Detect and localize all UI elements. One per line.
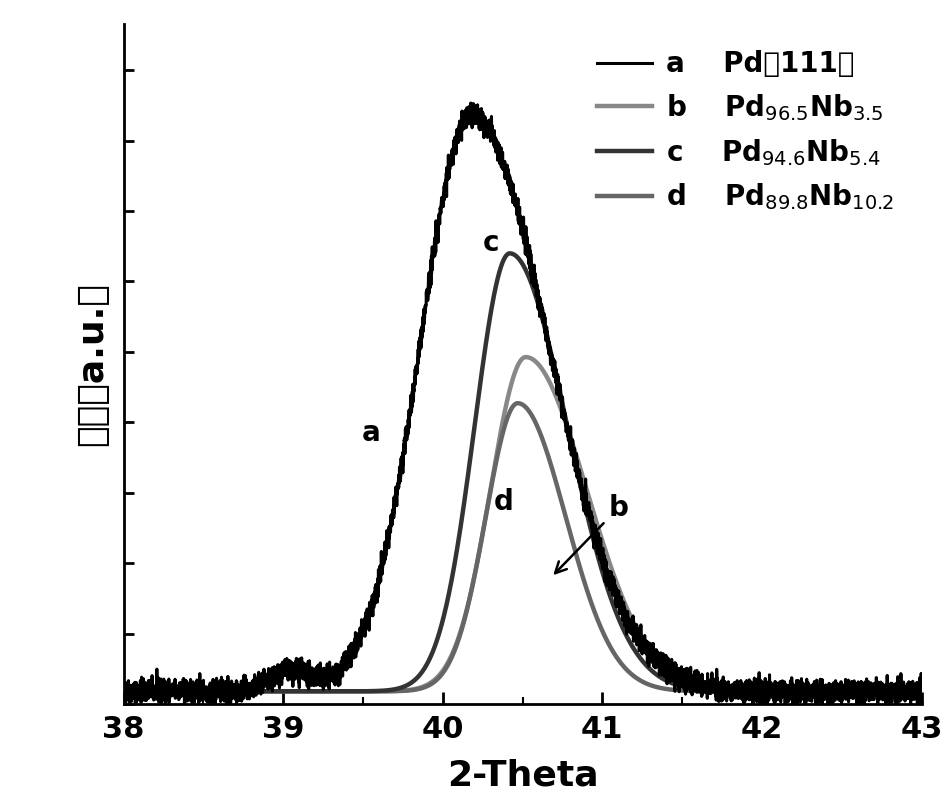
Text: b: b — [555, 494, 628, 574]
Text: c: c — [483, 229, 499, 257]
X-axis label: 2-Theta: 2-Theta — [446, 758, 598, 792]
Text: a: a — [362, 419, 380, 447]
Y-axis label: 强度（a.u.）: 强度（a.u.） — [76, 282, 109, 446]
Text: d: d — [493, 488, 513, 516]
Legend: a    Pd（111）, b    Pd$_{96.5}$Nb$_{3.5}$, c    Pd$_{94.6}$Nb$_{5.4}$, d    Pd$_{: a Pd（111）, b Pd$_{96.5}$Nb$_{3.5}$, c Pd… — [591, 45, 900, 218]
